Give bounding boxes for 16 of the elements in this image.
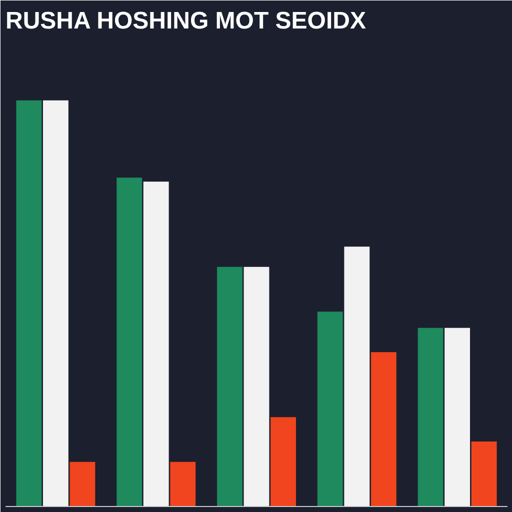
bar	[170, 462, 196, 506]
bar	[471, 442, 497, 506]
bar	[244, 266, 270, 506]
bar	[344, 246, 370, 506]
bar	[370, 352, 396, 506]
bar	[444, 328, 470, 506]
bar	[143, 182, 169, 506]
bar	[116, 178, 142, 506]
bar	[70, 462, 96, 506]
bar	[42, 100, 68, 506]
chart-title: RUSHA HOSHING MOT SEOIDX	[6, 8, 366, 34]
bar	[418, 328, 444, 506]
bar	[16, 100, 42, 506]
bar	[270, 417, 296, 506]
bar	[317, 312, 343, 506]
bar	[217, 266, 242, 506]
